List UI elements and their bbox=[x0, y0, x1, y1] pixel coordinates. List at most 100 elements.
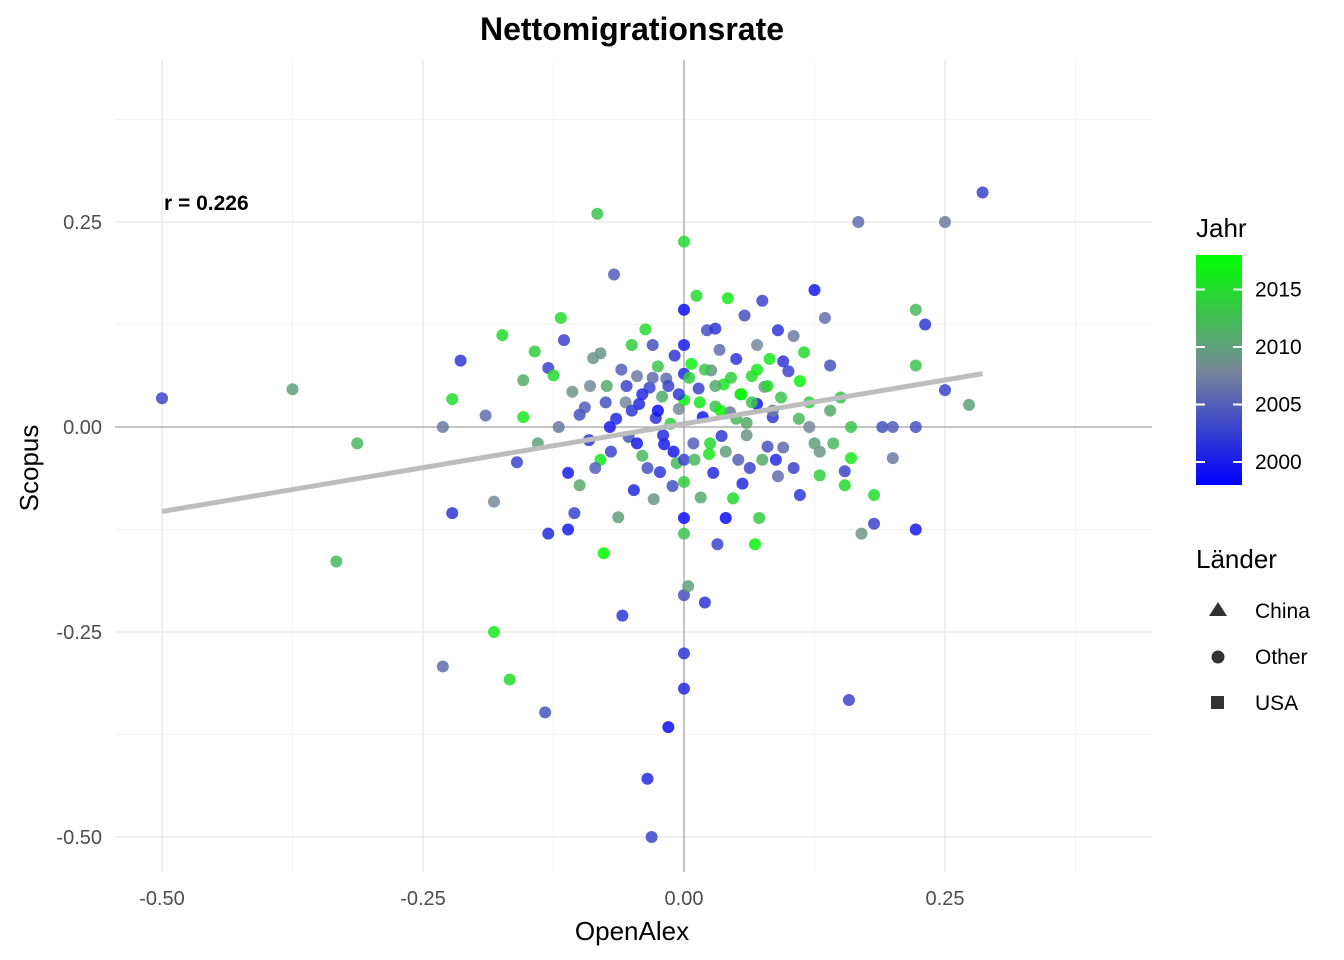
data-point bbox=[625, 339, 638, 351]
data-point bbox=[787, 329, 800, 342]
data-point bbox=[824, 359, 837, 372]
data-point bbox=[641, 462, 654, 474]
plot-grid bbox=[115, 60, 1152, 872]
data-point bbox=[647, 493, 660, 506]
data-point bbox=[845, 452, 858, 465]
color-bar-label: 2000 bbox=[1255, 451, 1302, 474]
data-point bbox=[646, 371, 659, 384]
color-bar-label: 2005 bbox=[1255, 394, 1302, 417]
data-point bbox=[672, 388, 685, 401]
data-point bbox=[594, 347, 607, 360]
data-point bbox=[651, 360, 664, 373]
data-point bbox=[724, 371, 737, 384]
data-point bbox=[662, 380, 675, 392]
color-bar-label: 2015 bbox=[1255, 279, 1302, 302]
data-point bbox=[667, 445, 680, 458]
x-tick-label: -0.50 bbox=[139, 888, 185, 910]
data-point bbox=[769, 453, 782, 466]
data-point bbox=[608, 268, 621, 281]
data-point bbox=[627, 484, 640, 497]
data-point bbox=[707, 466, 720, 479]
data-point bbox=[662, 721, 675, 734]
data-point bbox=[446, 507, 459, 520]
data-point bbox=[704, 437, 717, 450]
data-point bbox=[838, 465, 851, 478]
data-point bbox=[552, 421, 565, 433]
data-point bbox=[827, 437, 840, 450]
data-point bbox=[584, 380, 597, 392]
data-point bbox=[566, 385, 579, 398]
data-point bbox=[868, 489, 881, 502]
data-point bbox=[976, 186, 989, 199]
data-point bbox=[909, 303, 922, 316]
data-point bbox=[738, 309, 751, 322]
data-point bbox=[777, 441, 790, 454]
data-point bbox=[909, 523, 922, 536]
trend-line bbox=[161, 371, 983, 514]
data-point bbox=[818, 311, 831, 324]
data-point bbox=[573, 479, 586, 492]
data-point bbox=[539, 706, 552, 719]
data-point bbox=[603, 421, 616, 433]
data-point bbox=[612, 511, 625, 524]
legend-label-usa: USA bbox=[1255, 692, 1298, 715]
data-point bbox=[692, 382, 705, 395]
data-point bbox=[886, 452, 899, 465]
legend-square-icon bbox=[1211, 696, 1224, 709]
data-point bbox=[573, 408, 586, 421]
data-point bbox=[631, 437, 644, 450]
data-point bbox=[557, 334, 570, 347]
data-point bbox=[761, 440, 774, 453]
data-point bbox=[589, 462, 602, 474]
data-point bbox=[876, 421, 889, 433]
data-point bbox=[751, 363, 764, 376]
x-tick-label: 0.25 bbox=[926, 888, 965, 910]
trend-line-group bbox=[161, 371, 983, 514]
data-point bbox=[678, 303, 690, 316]
data-point bbox=[845, 421, 858, 433]
y-tick-label: 0.25 bbox=[63, 212, 102, 234]
data-point bbox=[753, 512, 766, 525]
data-point bbox=[963, 398, 976, 411]
data-point bbox=[528, 345, 541, 358]
data-point bbox=[554, 311, 567, 324]
chart-title: Nettomigrationsrate bbox=[480, 11, 784, 47]
data-point bbox=[510, 456, 523, 469]
data-point bbox=[610, 412, 623, 425]
data-point bbox=[745, 396, 758, 409]
data-point bbox=[656, 390, 669, 403]
y-tick-label: 0.00 bbox=[63, 417, 102, 439]
data-point bbox=[740, 416, 753, 429]
data-point bbox=[454, 354, 467, 367]
data-point bbox=[517, 374, 530, 387]
zero-lines bbox=[115, 60, 1152, 872]
data-point bbox=[503, 673, 516, 686]
data-point bbox=[721, 292, 734, 305]
y-tick-label: -0.25 bbox=[56, 622, 102, 644]
x-tick-label: -0.25 bbox=[400, 888, 446, 910]
data-point bbox=[782, 365, 795, 378]
color-bar-ticks: 2000 2005 2010 2015 bbox=[1196, 279, 1302, 474]
data-point bbox=[436, 660, 449, 673]
shape-legend-title: Länder bbox=[1196, 544, 1277, 574]
data-point bbox=[599, 396, 612, 409]
data-point bbox=[756, 294, 769, 307]
data-point bbox=[703, 448, 716, 461]
data-point bbox=[685, 357, 698, 370]
data-point bbox=[678, 682, 690, 695]
data-point bbox=[808, 284, 821, 297]
data-point bbox=[793, 489, 806, 502]
data-point bbox=[939, 384, 951, 397]
data-point bbox=[761, 380, 774, 392]
data-point bbox=[771, 470, 784, 483]
data-point bbox=[678, 512, 690, 525]
data-point bbox=[735, 388, 748, 401]
data-point bbox=[736, 477, 749, 490]
data-point bbox=[798, 346, 811, 359]
data-point bbox=[719, 512, 732, 525]
data-point bbox=[777, 355, 790, 368]
data-point bbox=[698, 596, 711, 609]
data-point bbox=[698, 363, 711, 376]
data-point bbox=[682, 580, 695, 593]
data-point bbox=[727, 492, 740, 505]
